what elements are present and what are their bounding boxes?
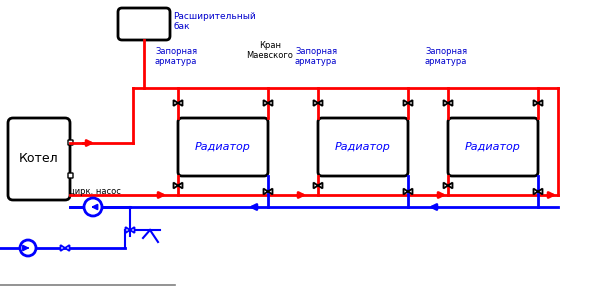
Polygon shape <box>173 183 178 188</box>
Polygon shape <box>404 189 408 195</box>
Polygon shape <box>130 227 134 233</box>
Circle shape <box>84 198 102 216</box>
Polygon shape <box>538 189 542 195</box>
Text: Запорная
арматура: Запорная арматура <box>155 47 197 66</box>
Text: Котел: Котел <box>19 152 59 166</box>
Polygon shape <box>443 100 448 106</box>
Polygon shape <box>263 100 268 106</box>
Text: Радиатор: Радиатор <box>335 142 391 152</box>
Polygon shape <box>408 100 413 106</box>
Polygon shape <box>533 100 538 106</box>
FancyBboxPatch shape <box>68 140 73 145</box>
Polygon shape <box>65 245 70 251</box>
Polygon shape <box>533 189 538 195</box>
Polygon shape <box>173 100 178 106</box>
Polygon shape <box>263 189 268 195</box>
FancyBboxPatch shape <box>68 173 73 178</box>
Polygon shape <box>404 100 408 106</box>
Polygon shape <box>448 100 452 106</box>
Text: Расширительный
бак: Расширительный бак <box>173 12 256 31</box>
Polygon shape <box>178 100 182 106</box>
FancyBboxPatch shape <box>8 118 70 200</box>
Circle shape <box>20 240 36 256</box>
FancyBboxPatch shape <box>118 8 170 40</box>
Polygon shape <box>443 183 448 188</box>
Polygon shape <box>268 189 272 195</box>
FancyBboxPatch shape <box>318 118 408 176</box>
Polygon shape <box>448 183 452 188</box>
Text: Запорная
арматура: Запорная арматура <box>425 47 467 66</box>
Polygon shape <box>408 189 413 195</box>
Text: цирк. насос: цирк. насос <box>69 187 121 196</box>
Polygon shape <box>318 100 323 106</box>
FancyBboxPatch shape <box>448 118 538 176</box>
Text: Радиатор: Радиатор <box>465 142 521 152</box>
Polygon shape <box>314 100 318 106</box>
Polygon shape <box>538 100 542 106</box>
Text: Запорная
арматура: Запорная арматура <box>295 47 337 66</box>
Polygon shape <box>268 100 272 106</box>
Polygon shape <box>178 183 182 188</box>
Polygon shape <box>125 227 130 233</box>
FancyBboxPatch shape <box>178 118 268 176</box>
Text: Кран
Маевского: Кран Маевского <box>247 41 293 60</box>
Polygon shape <box>314 183 318 188</box>
Text: Радиатор: Радиатор <box>195 142 251 152</box>
Polygon shape <box>318 183 323 188</box>
Polygon shape <box>61 245 65 251</box>
